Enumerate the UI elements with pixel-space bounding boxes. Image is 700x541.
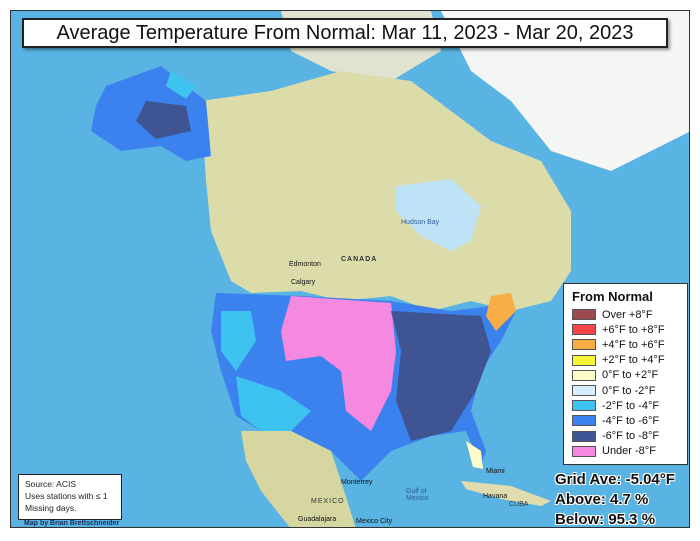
legend-label: +2°F to +4°F	[602, 354, 665, 367]
label-canada: CANADA	[341, 256, 378, 263]
legend-item: 0°F to -2°F	[572, 383, 679, 398]
legend-label: -4°F to -6°F	[602, 414, 660, 427]
legend-label: +4°F to +6°F	[602, 338, 665, 351]
map-credit: Map by Brian Brettschneider	[24, 520, 120, 527]
source-line: Missing days.	[25, 503, 77, 513]
map-title: Average Temperature From Normal: Mar 11,…	[22, 18, 668, 48]
label-mexico-city: Mexico City	[356, 518, 393, 525]
legend-item: Over +8°F	[572, 307, 679, 322]
label-edmonton: Edmonton	[289, 261, 321, 268]
florida-area	[466, 441, 483, 469]
legend-item: +2°F to +4°F	[572, 353, 679, 368]
usa-6-8-area	[391, 311, 491, 441]
legend-label: 0°F to -2°F	[602, 384, 656, 397]
source-line: Uses stations with ≤ 1	[25, 491, 108, 501]
legend-item: 0°F to +2°F	[572, 368, 679, 383]
label-calgary: Calgary	[291, 279, 316, 286]
usa-west-area	[221, 311, 256, 371]
legend-label: -6°F to -8°F	[602, 430, 660, 443]
hudson-bay	[396, 179, 481, 251]
legend-swatch	[572, 385, 596, 397]
legend-label: Over +8°F	[602, 308, 653, 321]
legend-item: -2°F to -4°F	[572, 398, 679, 413]
label-mexico: MEXICO	[311, 498, 345, 505]
legend-swatch	[572, 445, 596, 457]
maine-area	[486, 293, 516, 331]
label-monterrey: Monterrey	[341, 479, 373, 486]
label-cuba: CUBA	[509, 501, 529, 508]
legend-swatch	[572, 339, 596, 351]
legend-swatch	[572, 309, 596, 321]
legend-swatch	[572, 369, 596, 381]
label-miami: Miami	[486, 468, 505, 475]
greenland	[441, 11, 689, 171]
legend-swatch	[572, 430, 596, 442]
alaska-cold-area	[136, 101, 191, 139]
legend-item: -4°F to -6°F	[572, 413, 679, 428]
legend-label: -2°F to -4°F	[602, 399, 660, 412]
legend-item: -6°F to -8°F	[572, 429, 679, 444]
alaska-area	[166, 71, 196, 99]
source-note: Source: ACIS Uses stations with ≤ 1 Miss…	[18, 474, 122, 520]
legend-swatch	[572, 415, 596, 427]
label-hudson-bay: Hudson Bay	[401, 219, 440, 226]
source-line: Source: ACIS	[25, 479, 77, 489]
below-percent: Below: 95.3 %	[555, 511, 656, 528]
above-percent: Above: 4.7 %	[555, 491, 649, 508]
canada	[201, 71, 571, 311]
label-guadalajara: Guadalajara	[298, 516, 337, 523]
legend: From Normal Over +8°F +6°F to +8°F +4°F to…	[563, 283, 688, 465]
legend-title: From Normal	[572, 289, 653, 304]
legend-swatch	[572, 400, 596, 412]
legend-label: +6°F to +8°F	[602, 323, 665, 336]
legend-item: +4°F to +6°F	[572, 337, 679, 352]
usa-southwest-area	[236, 376, 311, 431]
label-havana: Havana	[483, 493, 508, 500]
usa-under-8-area	[281, 296, 396, 431]
stats-panel: Grid Ave: -5.04°F Above: 4.7 % Below: 95…	[555, 470, 675, 530]
grid-average: Grid Ave: -5.04°F	[555, 471, 675, 488]
legend-item: +6°F to +8°F	[572, 322, 679, 337]
mexico	[241, 431, 356, 527]
legend-label: Under -8°F	[602, 445, 656, 458]
legend-item: Under -8°F	[572, 444, 679, 459]
label-gulf-of-mexico: Gulf of Mexico	[406, 488, 429, 502]
cuba	[461, 481, 551, 506]
legend-swatch	[572, 324, 596, 336]
legend-swatch	[572, 354, 596, 366]
legend-label: 0°F to +2°F	[602, 369, 659, 382]
